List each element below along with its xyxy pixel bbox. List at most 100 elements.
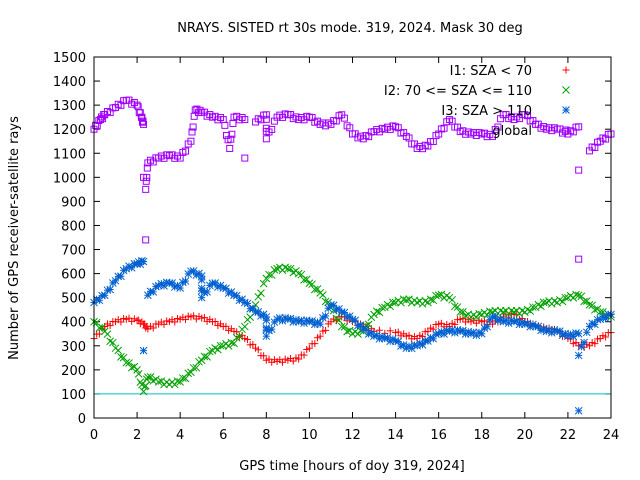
data-point bbox=[108, 338, 117, 347]
data-point bbox=[295, 355, 303, 363]
data-point bbox=[243, 336, 251, 344]
legend-label: I2: 70 <= SZA <= 110 bbox=[384, 84, 532, 99]
series-3 bbox=[90, 256, 615, 415]
data-point bbox=[260, 352, 268, 360]
data-point bbox=[228, 130, 236, 138]
x-axis-label: GPS time [hours of doy 319, 2024] bbox=[239, 459, 464, 474]
data-point bbox=[575, 166, 583, 174]
data-point bbox=[226, 144, 234, 152]
data-point bbox=[205, 347, 214, 356]
data-point bbox=[574, 329, 583, 338]
data-point bbox=[372, 307, 381, 316]
data-point bbox=[340, 323, 349, 331]
data-point bbox=[224, 342, 233, 350]
data-point bbox=[142, 236, 150, 244]
legend-marker bbox=[562, 86, 570, 94]
x-tick-label: 20 bbox=[517, 428, 534, 443]
data-point bbox=[569, 294, 578, 302]
data-point bbox=[133, 366, 141, 374]
data-point bbox=[459, 308, 467, 316]
y-tick-label: 500 bbox=[61, 292, 86, 307]
data-point bbox=[133, 317, 141, 325]
data-point bbox=[426, 295, 435, 304]
y-tick-label: 400 bbox=[61, 316, 86, 331]
data-point bbox=[106, 337, 115, 346]
data-point bbox=[143, 174, 151, 182]
data-point bbox=[518, 306, 526, 315]
data-point bbox=[483, 322, 491, 331]
data-point bbox=[394, 328, 402, 336]
data-point bbox=[550, 297, 559, 305]
data-point bbox=[574, 351, 583, 360]
data-point bbox=[189, 123, 197, 131]
data-point bbox=[386, 327, 394, 335]
data-point bbox=[310, 285, 319, 294]
series-4 bbox=[90, 96, 615, 263]
data-point bbox=[106, 285, 115, 294]
data-point bbox=[190, 112, 198, 120]
data-point bbox=[143, 164, 151, 172]
data-point bbox=[300, 276, 308, 284]
x-tick-label: 22 bbox=[560, 428, 577, 443]
data-point bbox=[262, 274, 271, 283]
data-point bbox=[537, 302, 545, 311]
data-point bbox=[254, 292, 263, 301]
series-2 bbox=[90, 263, 615, 396]
data-point bbox=[591, 340, 599, 348]
y-tick-label: 1300 bbox=[53, 99, 86, 114]
x-tick-label: 14 bbox=[387, 428, 404, 443]
y-tick-label: 700 bbox=[61, 244, 86, 259]
data-point bbox=[196, 106, 204, 114]
data-point bbox=[413, 298, 421, 307]
data-point bbox=[590, 306, 599, 314]
data-point bbox=[588, 301, 597, 310]
x-tick-label: 6 bbox=[219, 428, 227, 443]
data-point bbox=[203, 353, 211, 361]
legend-label: global bbox=[492, 124, 532, 139]
y-tick-label: 800 bbox=[61, 219, 86, 234]
data-point bbox=[170, 380, 179, 389]
data-point bbox=[125, 359, 133, 367]
data-point bbox=[575, 255, 583, 263]
data-point bbox=[273, 264, 281, 273]
x-tick-label: 0 bbox=[90, 428, 98, 443]
legend-label: I1: SZA < 70 bbox=[450, 64, 532, 79]
data-point bbox=[499, 317, 508, 326]
data-point bbox=[173, 377, 182, 385]
data-point bbox=[235, 332, 244, 341]
data-point bbox=[402, 296, 411, 304]
data-points-layer bbox=[90, 96, 615, 415]
data-point bbox=[222, 131, 230, 139]
data-point bbox=[421, 297, 430, 305]
data-point bbox=[187, 368, 195, 377]
data-point bbox=[284, 264, 292, 273]
legend-marker bbox=[562, 106, 570, 114]
data-point bbox=[187, 137, 195, 145]
data-point bbox=[229, 120, 237, 128]
data-point bbox=[489, 132, 497, 140]
data-point bbox=[322, 326, 330, 334]
data-point bbox=[203, 288, 211, 296]
data-point bbox=[472, 313, 481, 322]
y-tick-label: 1200 bbox=[53, 123, 86, 138]
legend: I1: SZA < 70 I2: 70 <= SZA <= 110 I3: SZA … bbox=[384, 64, 570, 139]
data-point bbox=[99, 115, 107, 123]
data-point bbox=[149, 324, 157, 332]
data-point bbox=[580, 338, 588, 347]
data-point bbox=[133, 101, 141, 109]
legend-marker bbox=[562, 66, 570, 74]
data-point bbox=[142, 177, 150, 185]
data-point bbox=[526, 307, 535, 315]
data-point bbox=[240, 322, 249, 331]
data-point bbox=[138, 114, 146, 122]
data-point bbox=[192, 363, 201, 372]
data-point bbox=[181, 374, 190, 383]
x-tick-label: 12 bbox=[344, 428, 361, 443]
data-point bbox=[335, 316, 343, 325]
x-tick-label: 10 bbox=[301, 428, 318, 443]
data-point bbox=[222, 322, 230, 330]
y-tick-label: 900 bbox=[61, 195, 86, 210]
data-point bbox=[267, 325, 276, 334]
data-point bbox=[262, 115, 270, 123]
data-point bbox=[575, 123, 583, 131]
